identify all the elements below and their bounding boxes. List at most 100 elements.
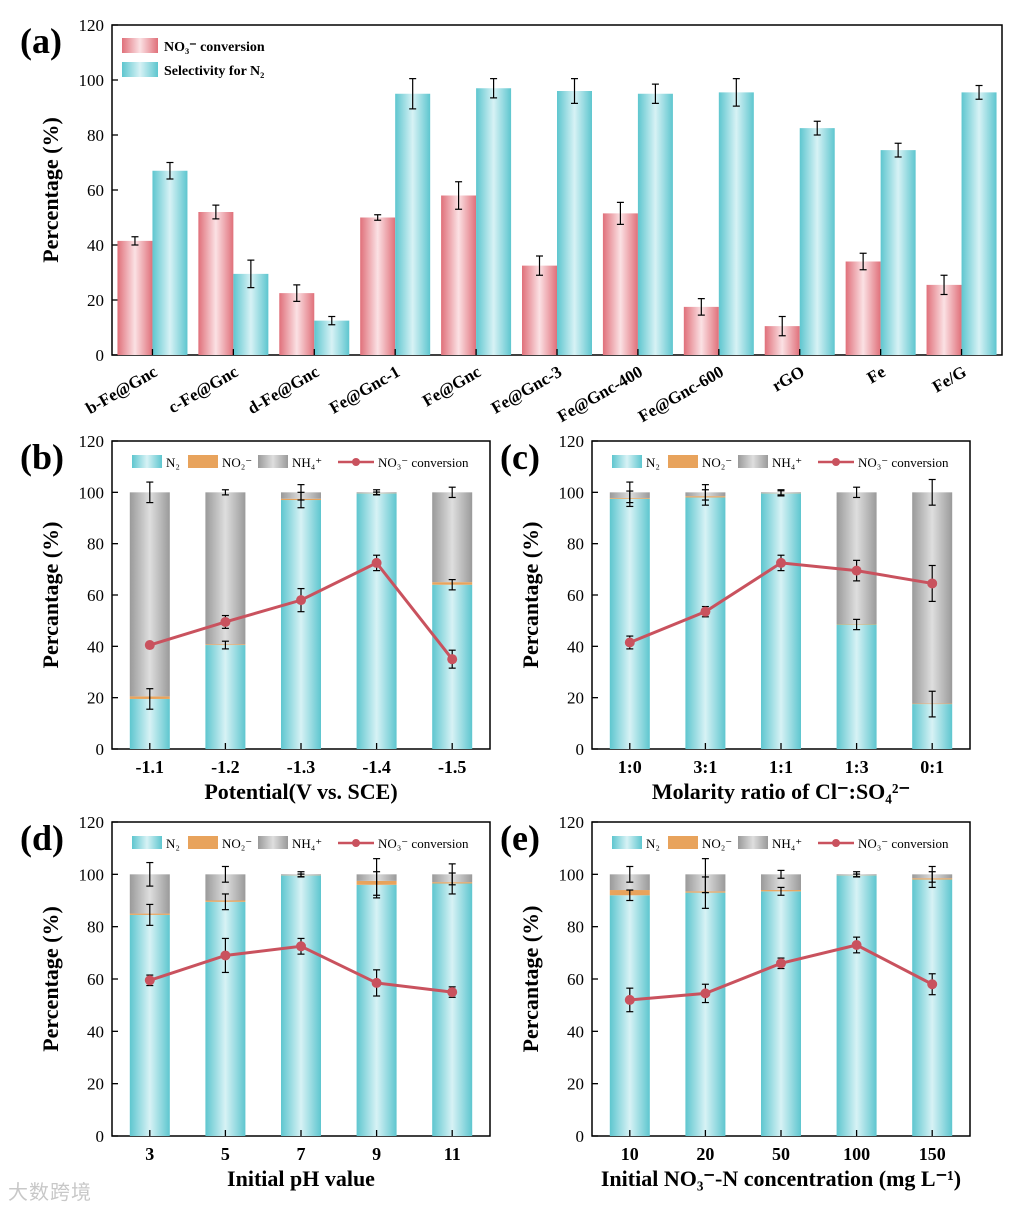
line-point xyxy=(624,637,635,648)
line-point xyxy=(371,977,382,988)
legend-swatch xyxy=(258,455,288,468)
legend-label: N₂ xyxy=(646,455,660,470)
bar-no3-conversion xyxy=(926,284,962,355)
panel-label-d: (d) xyxy=(20,818,64,858)
bar-n2-selectivity xyxy=(152,170,188,355)
x-tick-label: -1.1 xyxy=(136,757,165,777)
bar-n2-selectivity xyxy=(637,93,673,355)
y-tick-label: 100 xyxy=(559,483,585,502)
x-tick-label: d-Fe@Gnc xyxy=(244,362,322,418)
legend-label: N₂ xyxy=(166,836,180,851)
legend-swatch-point xyxy=(832,839,840,847)
y-tick-label: 80 xyxy=(87,126,104,145)
x-tick-label: Fe@Gnc-400 xyxy=(554,362,646,426)
line-point xyxy=(776,557,786,568)
y-tick-label: 0 xyxy=(576,740,585,759)
line-point xyxy=(220,950,231,961)
line-point xyxy=(371,557,382,568)
panel-label-b: (b) xyxy=(20,437,64,477)
x-axis-label: Initial NO₃⁻-N concentration (mg L⁻¹) xyxy=(601,1166,961,1191)
x-axis-label: Potential(V vs. SCE) xyxy=(204,779,397,804)
legend-label: NH₄⁺ xyxy=(292,455,322,470)
legend-swatch xyxy=(122,38,158,53)
x-tick-label: 100 xyxy=(843,1144,870,1164)
legend-swatch xyxy=(188,455,218,468)
y-axis-label: Percentage (%) xyxy=(38,906,63,1052)
x-tick-label: 3:1 xyxy=(693,757,717,777)
y-tick-label: 120 xyxy=(79,16,105,35)
x-tick-label: -1.4 xyxy=(362,757,391,777)
x-tick-label: rGO xyxy=(769,362,808,395)
bar-n2-selectivity xyxy=(799,128,835,355)
y-tick-label: 40 xyxy=(87,236,104,255)
stack-segment-nh4 xyxy=(836,492,877,625)
line-point xyxy=(144,975,155,986)
bar-n2-selectivity xyxy=(314,320,350,355)
stack-segment-n2 xyxy=(281,500,321,749)
y-tick-label: 80 xyxy=(87,918,104,937)
stack-segment-n2 xyxy=(761,891,801,1136)
stack-segment-n2 xyxy=(281,875,321,1136)
x-tick-label: 1:0 xyxy=(618,757,642,777)
legend-swatch xyxy=(132,455,162,468)
watermark-text: 大数跨境 xyxy=(8,1180,92,1204)
x-tick-label: -1.2 xyxy=(211,757,240,777)
y-tick-label: 80 xyxy=(87,535,104,554)
panel-label-a: (a) xyxy=(20,21,62,61)
line-point xyxy=(776,958,786,969)
legend-swatch xyxy=(258,836,288,849)
legend-swatch xyxy=(738,455,768,468)
x-tick-label: 7 xyxy=(297,1144,306,1164)
stack-segment-n2 xyxy=(356,884,397,1136)
y-tick-label: 120 xyxy=(559,813,585,832)
line-point xyxy=(700,606,711,617)
x-tick-label: 10 xyxy=(621,1144,639,1164)
stack-segment-n2 xyxy=(685,497,726,749)
y-tick-label: 120 xyxy=(79,813,105,832)
line-point xyxy=(447,654,458,665)
stack-segment-n2 xyxy=(761,493,801,749)
legend-label: NO₂⁻ xyxy=(702,836,732,851)
line-point xyxy=(700,988,711,999)
y-tick-label: 20 xyxy=(567,689,584,708)
bar-n2-selectivity xyxy=(718,92,754,355)
bar-n2-selectivity xyxy=(476,88,512,355)
legend-swatch xyxy=(612,836,642,849)
y-tick-label: 100 xyxy=(559,865,585,884)
x-tick-label: b-Fe@Gnc xyxy=(82,362,160,418)
panel-label-c: (c) xyxy=(500,437,540,477)
x-tick-label: -1.3 xyxy=(287,757,316,777)
x-tick-label: Fe@Gnc-600 xyxy=(635,362,727,426)
stack-segment-n2 xyxy=(685,892,726,1136)
line-point xyxy=(927,578,938,589)
stack-segment-n2 xyxy=(205,645,246,749)
legend-swatch-point xyxy=(352,458,360,466)
x-axis-label: Molarity ratio of Cl⁻:SO₄²⁻ xyxy=(652,779,910,804)
stack-segment-n2 xyxy=(432,883,473,1136)
legend-label: NO₃⁻ conversion xyxy=(164,40,265,55)
stack-segment-n2 xyxy=(609,895,650,1136)
y-tick-label: 0 xyxy=(576,1127,585,1146)
legend-label: Selectivity for N₂ xyxy=(164,64,264,79)
legend-label: N₂ xyxy=(646,836,660,851)
bar-n2-selectivity xyxy=(880,150,916,355)
bar-no3-conversion xyxy=(117,240,153,355)
legend-label: NH₄⁺ xyxy=(772,455,802,470)
line-point xyxy=(220,616,231,627)
legend-label: NO₃⁻ conversion xyxy=(378,455,469,470)
legend-label: NH₄⁺ xyxy=(292,836,322,851)
legend-swatch xyxy=(612,455,642,468)
legend-swatch-point xyxy=(352,839,360,847)
legend-swatch xyxy=(738,836,768,849)
y-tick-label: 60 xyxy=(567,586,584,605)
stack-segment-n2 xyxy=(912,879,953,1136)
line-point xyxy=(624,994,635,1005)
y-tick-label: 120 xyxy=(559,432,585,451)
stack-segment-n2 xyxy=(836,875,877,1136)
legend-swatch xyxy=(668,836,698,849)
legend-label: NO₃⁻ conversion xyxy=(378,836,469,851)
stack-segment-nh4 xyxy=(761,874,801,891)
bar-n2-selectivity xyxy=(557,91,592,355)
bar-n2-selectivity xyxy=(395,93,431,355)
